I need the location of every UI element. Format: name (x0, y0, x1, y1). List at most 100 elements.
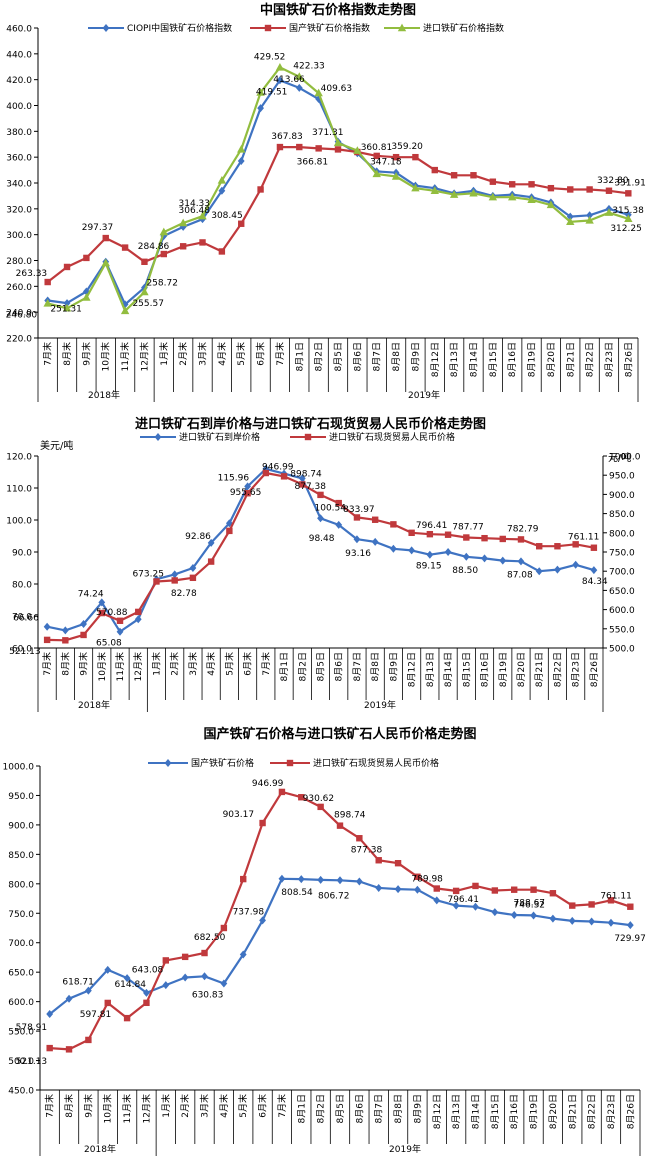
data-point (317, 875, 325, 884)
data-label: 88.50 (452, 566, 478, 576)
data-point (452, 901, 460, 910)
x-tick-label: 8月13日 (425, 652, 436, 687)
y-tick-label: 900.0 (8, 821, 34, 831)
data-point (530, 886, 537, 893)
y-tick-label: 320.0 (6, 205, 32, 215)
legend-marker (286, 759, 294, 767)
data-point (481, 534, 488, 542)
data-label: 308.45 (211, 211, 243, 221)
data-point (333, 138, 343, 147)
data-point (517, 536, 525, 543)
data-point (607, 918, 615, 927)
data-label: 521.13 (16, 1057, 48, 1067)
data-point (116, 627, 124, 636)
y-tick-label: 70.0 (12, 613, 32, 623)
data-point (207, 538, 215, 547)
x-tick-label: 8月8日 (393, 1094, 404, 1123)
data-point (390, 544, 397, 553)
chart-title: 中国铁矿石价格指数走势图 (260, 2, 416, 18)
data-point (547, 184, 555, 192)
chart-title: 进口铁矿石到岸价格与进口铁矿石现货贸易人民币价格走势图 (135, 416, 486, 432)
series-line-2 (47, 471, 595, 642)
data-point (391, 172, 401, 180)
x-tick-label: 8月15日 (461, 652, 472, 687)
data-point (140, 287, 149, 296)
x-tick-label: 8月21日 (534, 652, 545, 687)
data-point (355, 877, 363, 886)
y-tick-label: 450.0 (8, 1087, 34, 1097)
data-point (278, 788, 286, 796)
data-point (375, 857, 382, 864)
x-tick-label: 12月末 (138, 342, 150, 371)
data-point (120, 306, 130, 315)
data-point (588, 901, 595, 908)
data-point (431, 166, 438, 174)
data-point (426, 550, 434, 559)
y-tick-label: 340.0 (6, 180, 32, 190)
data-point (335, 499, 342, 507)
data-point (299, 481, 306, 488)
y2-tick-label: 850.0 (609, 510, 635, 520)
data-label: 312.25 (610, 224, 642, 234)
x-tick-label: 8月22日 (587, 1094, 598, 1129)
data-label: 787.77 (452, 522, 484, 532)
data-point (102, 234, 109, 242)
data-label: 66.66 (13, 614, 39, 624)
x-tick-label: 8月26日 (589, 652, 600, 687)
x-tick-label: 10月末 (96, 652, 108, 681)
data-point (469, 188, 478, 197)
data-label: 366.81 (297, 157, 329, 167)
x-tick-label: 8月19日 (529, 1094, 540, 1129)
data-label: 643.08 (132, 965, 164, 975)
data-point (295, 83, 303, 92)
data-point (217, 176, 227, 184)
data-label: 673.25 (132, 569, 164, 579)
x-tick-label: 8月16日 (507, 342, 518, 377)
year-label: 2018年 (78, 699, 110, 711)
data-point (43, 298, 52, 307)
y-tick-label: 120.0 (6, 453, 32, 463)
y-tick-label: 420.0 (6, 76, 32, 86)
y-tick-label: 280.0 (6, 257, 32, 267)
x-tick-label: 8月23日 (571, 652, 582, 687)
data-point (84, 986, 92, 995)
data-label: 782.79 (507, 524, 539, 534)
data-point (178, 218, 188, 227)
y2-tick-label: 950.0 (609, 472, 635, 482)
legend-label: 进口铁矿石现货贸易人民币价格 (313, 757, 439, 769)
x-tick-label: 8月20日 (516, 652, 527, 687)
data-point (510, 911, 518, 920)
series-line-3 (47, 66, 629, 312)
x-tick-label: 8月16日 (509, 1094, 520, 1129)
data-point (353, 535, 361, 544)
data-label: 82.78 (171, 589, 197, 599)
year-label: 2019年 (389, 1143, 421, 1155)
data-point (444, 531, 452, 538)
x-tick-label: 8月6日 (352, 342, 363, 371)
data-point (586, 186, 593, 193)
x-tick-label: 3月末 (199, 1094, 211, 1118)
data-point (433, 896, 441, 905)
data-point (510, 886, 518, 893)
y2-tick-label: 800.0 (609, 529, 635, 539)
x-tick-label: 7月末 (260, 652, 272, 676)
data-point (491, 908, 499, 917)
data-point (568, 916, 576, 925)
data-point (85, 1036, 92, 1044)
legend-label: 进口铁矿石现货贸易人民币价格 (329, 431, 455, 443)
x-tick-label: 8月20日 (548, 1094, 559, 1129)
data-point (536, 543, 543, 550)
data-label: 314.33 (179, 199, 211, 209)
data-point (450, 172, 458, 179)
data-point (411, 183, 420, 192)
x-tick-label: 7月末 (41, 652, 53, 676)
chart-3: 国产铁矿石价格与进口铁矿石人民币价格走势图 450.0 500.0 550.0 600.… (3, 726, 646, 1156)
x-tick-label: 8月5日 (333, 342, 344, 371)
data-point (199, 239, 206, 246)
x-tick-label: 6月末 (242, 652, 254, 676)
data-point (295, 72, 304, 80)
data-point (315, 145, 322, 152)
data-point (201, 949, 208, 957)
x-tick-label: 8月6日 (354, 1094, 365, 1123)
y-tick-label: 380.0 (6, 128, 32, 138)
